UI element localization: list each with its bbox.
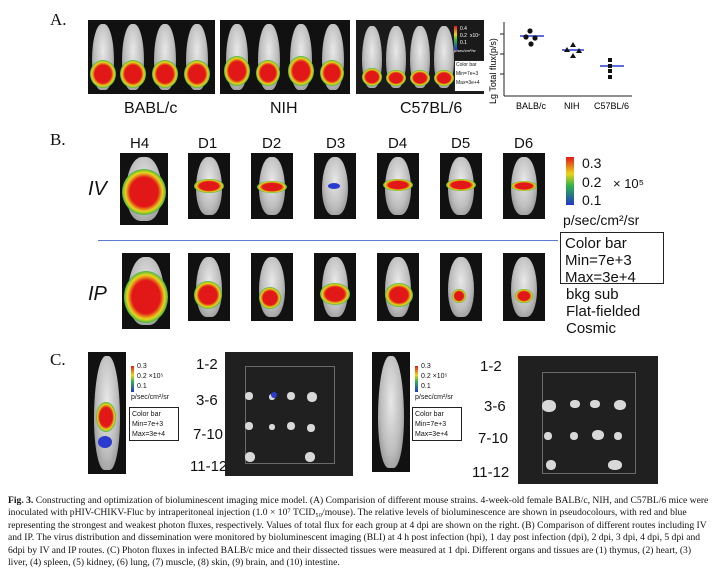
day-label-d4: D4 (388, 135, 408, 152)
point-nih (576, 48, 582, 53)
panel-a-colorbar-units2: p/sec/cm²/sr (454, 48, 476, 53)
panel-a-tick-2: 0.1 (460, 40, 467, 46)
ip-d3-image (314, 253, 356, 321)
panel-c-mouse-bli-image (88, 352, 126, 474)
iv-d6-image (503, 153, 545, 219)
day-label-h4: H4 (130, 135, 150, 152)
point-nih (570, 42, 576, 47)
panel-b-colorbar-box: Color bar Min=7e+3 Max=3e+4 (560, 232, 664, 286)
panel-b-tick-1: 0.2 (582, 174, 602, 190)
panel-b-tick-0: 0.3 (582, 155, 602, 171)
iv-d5-image (440, 153, 482, 219)
panel-c2-tick-0: 0.3 (421, 363, 431, 370)
panel-b-box-line: Color bar (565, 235, 627, 252)
chart-xtick-c57bl6: C57BL/6 (594, 101, 629, 111)
ip-d6-image (503, 253, 545, 321)
point-balbc (528, 41, 534, 47)
figure-caption: Fig. 3. Constructing and optimization of… (8, 495, 711, 569)
day-label-d6: D6 (514, 135, 534, 152)
day-label-d5: D5 (451, 135, 471, 152)
point-c57bl6 (608, 75, 612, 79)
route-label-iv: IV (88, 178, 107, 200)
point-c57bl6 (608, 64, 612, 68)
strain-label-nih: NIH (270, 100, 298, 117)
iv-d2-image (251, 153, 293, 219)
panel-c-label: C. (50, 350, 66, 369)
point-nih (570, 53, 576, 58)
caption-title: Fig. 3. (8, 495, 34, 506)
panel-c1-tick-2: 0.1 (137, 383, 147, 390)
ip-d2-image (251, 253, 293, 321)
total-flux-chart: Lg Total flux(p/s) BALB/c NIH C57BL/6 (488, 22, 632, 111)
panel-c2-tick-2: 0.1 (421, 383, 431, 390)
strain-label-c57bl6: C57BL/6 (400, 100, 463, 117)
panel-a-colorbar-box: Color bar Min=7e+3 Max=3e+4 (454, 60, 484, 92)
panel-a-colorbar-unit: x10⁷ (470, 33, 480, 39)
panel-c2-colorbar-box: Color bar Min=7e+3 Max=3e+4 (412, 407, 462, 441)
day-label-d2: D2 (262, 135, 282, 152)
ip-d5-image (440, 253, 482, 321)
ip-h4-image (122, 253, 170, 329)
iv-d4-image (377, 153, 419, 219)
caption-text: Constructing and optimization of biolumi… (8, 495, 709, 569)
point-c57bl6 (608, 58, 612, 62)
panel-c1-colorbar-box: Color bar Min=7e+3 Max=3e+4 (129, 407, 179, 441)
babl-c-image (88, 20, 215, 94)
panel-c1-row-7-10: 7-10 (193, 426, 224, 443)
panel-b-extra: bkg sub Flat-fielded Cosmic (566, 286, 641, 337)
point-c57bl6 (608, 69, 612, 73)
panel-c-colorbar-1 (131, 366, 134, 392)
panel-a-label: A. (50, 10, 67, 29)
chart-ylabel: Lg Total flux(p/s) (488, 38, 498, 104)
panel-b-label: B. (50, 130, 66, 149)
c57bl6-image: Color bar Min=7e+3 Max=3e+4 (356, 20, 484, 94)
day-label-d3: D3 (326, 135, 346, 152)
route-separator (98, 240, 558, 241)
point-balbc (523, 34, 529, 40)
panel-b-box-line: Max=3e+4 (565, 269, 636, 286)
panel-b-box-line: Min=7e+3 (565, 252, 632, 269)
strain-label-babl-c: BABL/c (124, 100, 178, 117)
panel-b-colorbar (566, 157, 574, 205)
point-nih (564, 47, 570, 52)
panel-c-tissue-dish-bli (225, 352, 353, 476)
day-label-d1: D1 (198, 135, 218, 152)
panel-c2-row-1-2: 1-2 (480, 358, 502, 375)
ip-d4-image (377, 253, 419, 321)
panel-c2-row-11-12: 11-12 (472, 464, 510, 481)
panel-a-tick-1: 0.2 (460, 33, 467, 39)
panel-b-multiplier: × 10⁵ (613, 176, 645, 191)
ip-d1-image (188, 253, 230, 321)
panel-c-mouse-control-image (372, 352, 410, 472)
panel-c2-row-7-10: 7-10 (478, 430, 509, 447)
panel-c2-row-3-6: 3-6 (484, 398, 506, 415)
iv-h4-image (120, 153, 168, 225)
panel-c1-row-11-12: 11-12 (190, 458, 228, 475)
route-label-ip: IP (88, 283, 107, 305)
point-balbc (532, 35, 538, 41)
panel-c1-unit: p/sec/cm²/sr (131, 394, 170, 401)
panel-c2-unit: p/sec/cm²/sr (415, 394, 454, 401)
iv-d1-image (188, 153, 230, 219)
panel-b-unit: p/sec/cm²/sr (563, 212, 640, 228)
panel-a-tick-0: 0.4 (460, 26, 467, 32)
panel-c-tissue-dish-control (518, 356, 658, 484)
chart-xtick-balbc: BALB/c (516, 101, 547, 111)
panel-c1-row-3-6: 3-6 (196, 392, 218, 409)
chart-xtick-nih: NIH (564, 101, 580, 111)
panel-c1-row-1-2: 1-2 (196, 356, 218, 373)
panel-a-colorbar (454, 26, 457, 50)
panel-b-tick-2: 0.1 (582, 192, 602, 208)
point-balbc (527, 28, 533, 34)
panel-c-colorbar-2 (415, 366, 418, 392)
panel-c2-tick-1: 0.2 ×10⁵ (421, 373, 448, 380)
nih-image (220, 20, 350, 94)
panel-c1-tick-0: 0.3 (137, 363, 147, 370)
panel-c1-tick-1: 0.2 ×10⁵ (137, 373, 164, 380)
iv-d3-image (314, 153, 356, 219)
